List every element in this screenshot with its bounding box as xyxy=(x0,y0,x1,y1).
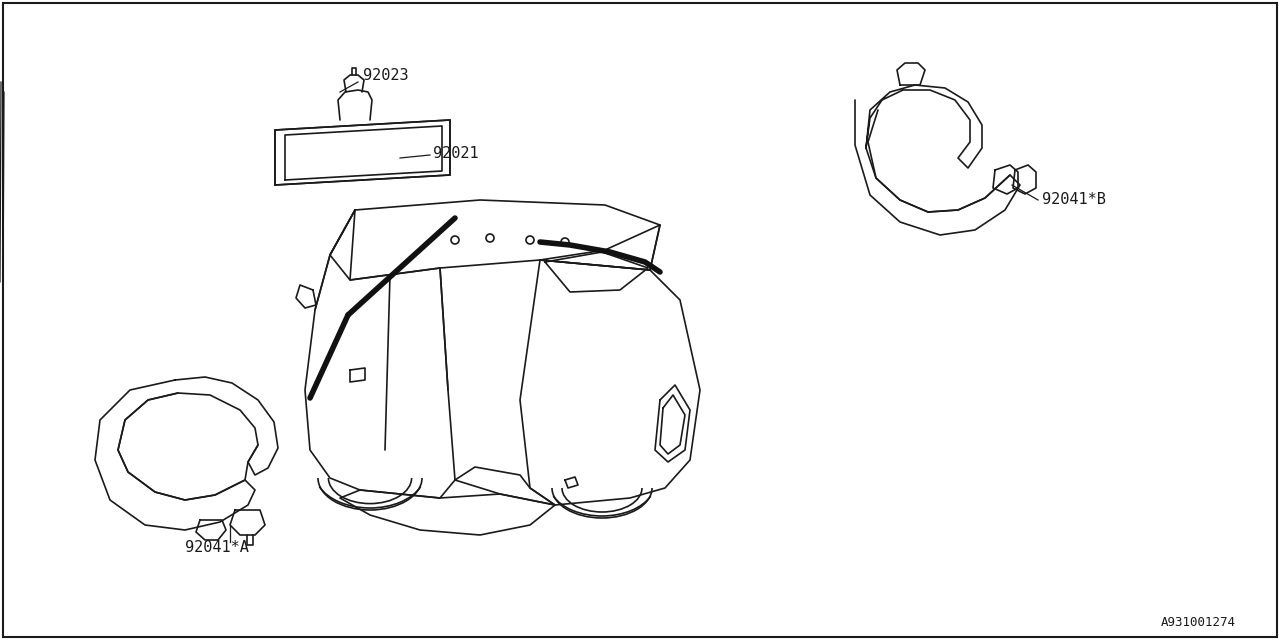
Text: 92041*A: 92041*A xyxy=(186,541,248,556)
Text: 92023: 92023 xyxy=(364,67,408,83)
Text: 92041*B: 92041*B xyxy=(1042,193,1106,207)
Text: A931001274: A931001274 xyxy=(1161,616,1235,628)
Text: 92021: 92021 xyxy=(433,145,479,161)
